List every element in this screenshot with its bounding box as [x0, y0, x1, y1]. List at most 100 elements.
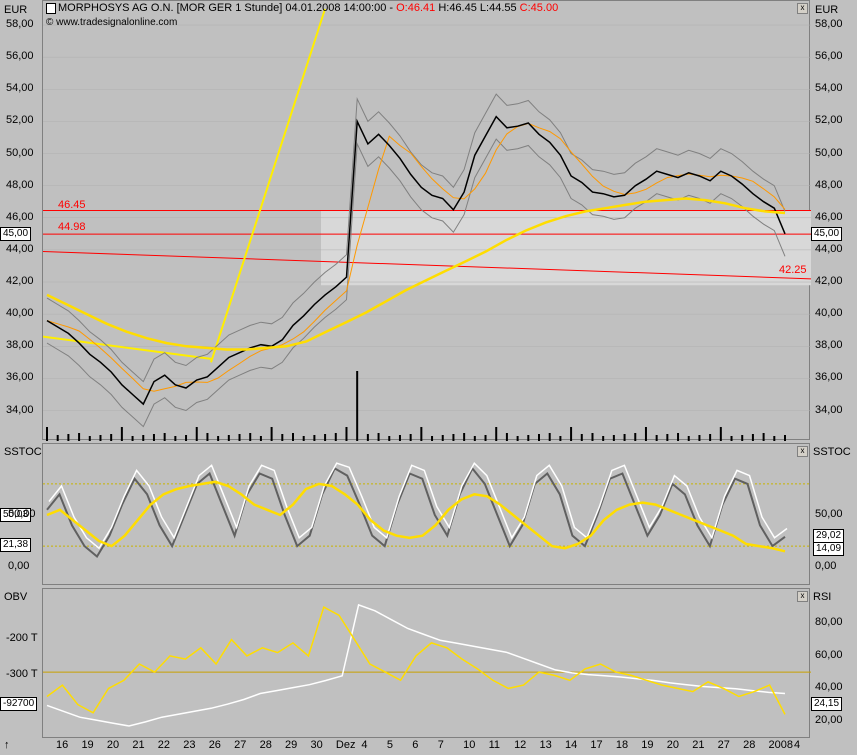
- x-tick: 4: [794, 739, 801, 751]
- x-tick: 6: [412, 739, 419, 751]
- volume-bar: [666, 434, 669, 441]
- volume-bar: [516, 436, 519, 441]
- sstoc-panel[interactable]: [42, 443, 811, 585]
- volume-bar: [345, 427, 348, 441]
- volume-bar: [762, 433, 765, 441]
- volume-bar: [292, 433, 294, 441]
- y-tick-left: 38,00: [6, 339, 34, 352]
- x-tick: 19: [81, 739, 94, 751]
- close-icon[interactable]: x: [797, 3, 808, 14]
- y-tick-left: 36,00: [6, 371, 34, 384]
- volume-bar: [741, 435, 744, 441]
- volume-bar: [698, 435, 701, 441]
- y-tick-left: 54,00: [6, 82, 34, 95]
- price-panel[interactable]: [42, 0, 811, 441]
- volume-bar: [195, 427, 198, 441]
- volume-bar: [687, 436, 690, 441]
- y-tick-left: 58,00: [6, 18, 34, 31]
- volume-bar: [259, 436, 262, 441]
- currency-right: EUR: [815, 4, 839, 16]
- volume-bar: [591, 433, 594, 441]
- obv-tag-right: 24,15: [811, 697, 843, 711]
- x-tick: 30: [310, 739, 323, 751]
- y-tick-left: 42,00: [6, 275, 34, 288]
- level-label-mid: 44.98: [58, 221, 86, 233]
- volume-bar: [99, 435, 102, 441]
- volume-bar: [677, 433, 680, 441]
- volume-bar: [388, 436, 391, 441]
- volume-bar: [110, 434, 113, 441]
- title-icon: [46, 2, 56, 14]
- sstoc-y-tick-left: 50,00: [8, 508, 36, 520]
- y-tick-right: 54,00: [815, 82, 843, 95]
- volume-bar: [163, 433, 166, 441]
- sstoc-y-tick-right: 0,00: [815, 559, 837, 572]
- obv-line: [46, 603, 786, 727]
- obv-label: OBV: [4, 591, 28, 603]
- volume-bar: [580, 434, 583, 441]
- obv-y-tick: -200 T: [6, 632, 38, 644]
- x-tick: 4: [361, 739, 368, 751]
- scroll-arrow-icon[interactable]: ↑: [4, 739, 10, 751]
- volume-bar: [495, 427, 498, 441]
- volume-bar: [56, 435, 59, 441]
- obv-panel[interactable]: [42, 588, 811, 738]
- upper-band: [46, 93, 786, 383]
- rsi-y-tick: 60,00: [815, 648, 843, 661]
- x-tick: 17: [590, 739, 603, 751]
- obv-chart: [43, 603, 811, 727]
- last-price-tag-right: 45,00: [811, 227, 843, 241]
- sstoc-tag-r1: 29,02: [813, 529, 845, 543]
- y-tick-right: 46,00: [815, 210, 843, 223]
- volume-bar: [334, 433, 337, 441]
- volume-bar: [559, 436, 562, 441]
- y-tick-right: 34,00: [815, 403, 843, 416]
- volume-bar: [238, 434, 241, 441]
- volume-bar: [623, 434, 626, 441]
- sstoc-chart: [43, 461, 811, 559]
- sstoc-tag-1: 50,03: [0, 508, 32, 522]
- volume-bar: [356, 371, 359, 441]
- low-value: L:44.55: [479, 2, 517, 14]
- x-tick: 16: [56, 739, 69, 751]
- volume-bar: [730, 436, 733, 441]
- support-zone: [321, 210, 811, 286]
- sstoc-label-left: SSTOC: [4, 446, 42, 458]
- volume-bar: [452, 434, 455, 441]
- x-tick: Dez: [335, 739, 356, 751]
- x-tick: 19: [641, 739, 654, 751]
- y-tick-right: 48,00: [815, 178, 843, 191]
- volume-bar: [784, 435, 786, 441]
- source-label: © www.tradesignalonline.com: [46, 17, 178, 28]
- volume-bar: [206, 433, 209, 441]
- x-tick: 14: [564, 739, 578, 751]
- volume-bar: [655, 435, 658, 441]
- y-tick-left: 44,00: [6, 242, 34, 255]
- volume-bar: [634, 433, 637, 441]
- volume-bar: [185, 435, 188, 441]
- trend-line-yellow: [43, 335, 214, 361]
- y-tick-left: 52,00: [6, 114, 34, 127]
- volume-bar: [324, 434, 327, 441]
- rsi-line: [46, 606, 786, 715]
- obv-tag-left: -92700: [0, 697, 38, 711]
- x-tick: 21: [132, 739, 145, 751]
- trend-line-yellow: [210, 8, 326, 363]
- open-value: O:46.41: [396, 2, 436, 14]
- sstoc-close-icon[interactable]: x: [797, 446, 808, 457]
- x-tick: 11: [488, 739, 501, 751]
- currency-left: EUR: [4, 4, 28, 16]
- y-tick-left: 46,00: [6, 210, 34, 223]
- sstoc-y-tick-right: 50,00: [815, 508, 843, 520]
- volume-bar: [505, 433, 508, 441]
- y-tick-right: 50,00: [815, 146, 843, 159]
- volume-bar: [174, 436, 177, 441]
- volume-bar: [152, 434, 155, 441]
- obv-close-icon[interactable]: x: [797, 591, 808, 602]
- volume-bar: [751, 434, 754, 441]
- x-tick: 10: [463, 739, 476, 751]
- y-tick-left: 40,00: [6, 307, 34, 320]
- volume-bar: [602, 436, 605, 441]
- volume-bar: [612, 435, 615, 441]
- volume-bar: [46, 427, 48, 441]
